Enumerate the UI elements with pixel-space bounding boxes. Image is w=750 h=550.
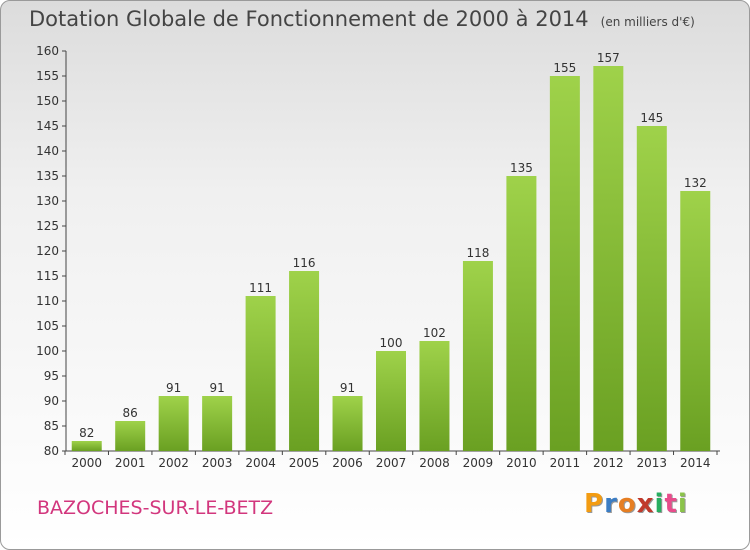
y-tick-label: 80	[44, 444, 59, 458]
data-label-2002: 91	[166, 381, 181, 395]
data-label-2008: 102	[423, 326, 446, 340]
y-tick-label: 110	[36, 294, 59, 308]
bar-2002	[158, 396, 189, 451]
x-tick-label-2009: 2009	[463, 456, 494, 470]
y-tick-label: 120	[36, 244, 59, 258]
y-tick-label: 95	[44, 369, 59, 383]
chart-title: Dotation Globale de Fonctionnement de 20…	[29, 7, 695, 31]
bar-2008	[419, 341, 450, 451]
x-tick-label-2001: 2001	[115, 456, 146, 470]
data-label-2009: 118	[466, 246, 489, 260]
data-label-2003: 91	[209, 381, 224, 395]
data-label-2005: 116	[293, 256, 316, 270]
logo-letter: P	[584, 489, 605, 519]
x-tick-label-2004: 2004	[245, 456, 276, 470]
bar-2005	[289, 271, 320, 451]
logo-letter: o	[617, 489, 637, 519]
x-tick-label-2006: 2006	[332, 456, 363, 470]
y-tick-label: 150	[36, 94, 59, 108]
bar-2010	[506, 176, 537, 451]
y-tick-label: 90	[44, 394, 59, 408]
y-tick-label: 100	[36, 344, 59, 358]
bar-2004	[245, 296, 276, 451]
commune-name: BAZOCHES-SUR-LE-BETZ	[37, 497, 274, 519]
data-label-2012: 157	[597, 51, 620, 65]
bar-2007	[376, 351, 406, 451]
axes: 80 85 90 95 100 105 110 115 120 125 130 135 140 145 15…	[36, 44, 720, 470]
bar-2011	[549, 76, 580, 451]
y-tick-label: 160	[36, 44, 59, 58]
y-tick-label: 130	[36, 194, 59, 208]
bar-2012	[593, 66, 624, 451]
data-label-2006: 91	[340, 381, 355, 395]
bars: 82 86 91 91 111 116 91 100 102 118 135 155 157 145 132	[71, 51, 711, 451]
y-tick-label: 135	[36, 169, 59, 183]
chart-unit: (en milliers d'€)	[600, 15, 695, 29]
data-label-2004: 111	[249, 281, 272, 295]
logo-letter: r	[604, 489, 618, 519]
y-tick-label: 140	[36, 144, 59, 158]
y-tick-label: 85	[44, 419, 59, 433]
bar-2014	[680, 191, 711, 451]
bar-2000	[71, 441, 102, 451]
y-tick-label: 155	[36, 69, 59, 83]
data-label-2010: 135	[510, 161, 533, 175]
bar-2001	[115, 421, 146, 451]
x-tick-label-2003: 2003	[202, 456, 233, 470]
x-tick-label-2014: 2014	[680, 456, 711, 470]
data-label-2001: 86	[123, 406, 138, 420]
data-label-2014: 132	[684, 176, 707, 190]
proxiti-logo: Proxiti	[584, 489, 688, 519]
x-tick-label-2012: 2012	[593, 456, 624, 470]
x-tick-label-2010: 2010	[506, 456, 537, 470]
logo-letter: x	[636, 489, 655, 519]
x-tick-label-2013: 2013	[637, 456, 668, 470]
x-tick-label-2000: 2000	[71, 456, 102, 470]
data-label-2000: 82	[79, 426, 94, 440]
y-tick-label: 125	[36, 219, 59, 233]
x-tick-label-2011: 2011	[550, 456, 581, 470]
logo-letter: i	[677, 489, 688, 519]
y-tick-label: 145	[36, 119, 59, 133]
logo-letter: i	[654, 489, 665, 519]
x-tick-label-2002: 2002	[158, 456, 189, 470]
x-tick-label-2008: 2008	[419, 456, 450, 470]
y-tick-label: 105	[36, 319, 59, 333]
x-tick-label-2007: 2007	[376, 456, 407, 470]
chart-title-text: Dotation Globale de Fonctionnement de 20…	[29, 7, 589, 31]
x-tick-label-2005: 2005	[289, 456, 320, 470]
bar-2003	[202, 396, 233, 451]
bar-2013	[636, 126, 667, 451]
data-label-2007: 100	[380, 336, 403, 350]
data-label-2013: 145	[640, 111, 663, 125]
bar-2006	[332, 396, 363, 451]
logo-letter: t	[664, 489, 678, 519]
data-label-2011: 155	[553, 61, 576, 75]
bar-2009	[462, 261, 493, 451]
y-tick-label: 115	[36, 269, 59, 283]
